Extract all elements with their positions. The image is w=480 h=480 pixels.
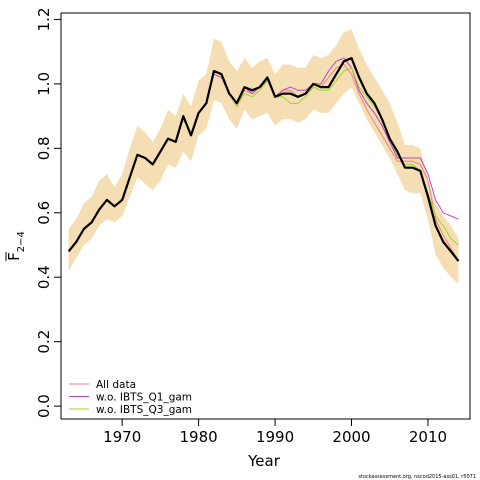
- legend-label: w.o. IBTS_Q3_gam: [96, 404, 192, 416]
- y-tick-label: 1.2: [35, 8, 53, 32]
- x-tick-label: 1970: [103, 428, 141, 446]
- x-axis-title: Year: [247, 452, 281, 470]
- y-tick-label: 0.8: [35, 136, 53, 160]
- x-tick-label: 2000: [332, 428, 370, 446]
- plot-frame: [60, 12, 471, 420]
- y-axis-title-subscript: 2−4: [16, 231, 27, 252]
- legend-label: All data: [96, 379, 136, 391]
- legend-label: w.o. IBTS_Q1_gam: [96, 392, 192, 404]
- y-tick-label: 0.2: [35, 330, 53, 354]
- x-axis: 1970 1980 1990 2000 2010: [103, 419, 447, 446]
- series-line-estimate: [67, 56, 460, 262]
- y-tick-label: 1.0: [35, 72, 53, 96]
- y-axis-title-main: F: [5, 252, 23, 261]
- series-layer: [67, 56, 460, 262]
- y-tick-label: 0.4: [35, 265, 53, 289]
- y-axis-title: F2−4: [5, 231, 27, 261]
- footnote: stockassessment.org, nscod2015-ass01, r5…: [358, 474, 476, 480]
- x-tick-label: 1990: [256, 428, 294, 446]
- x-tick-label: 2010: [409, 428, 447, 446]
- svg-text:F2−4: F2−4: [5, 231, 27, 261]
- y-axis: 0.0 0.2 0.4 0.6 0.8 1.0 1.2: [35, 8, 61, 418]
- x-tick-label: 1980: [180, 428, 218, 446]
- y-tick-label: 0.0: [35, 394, 53, 418]
- y-tick-label: 0.6: [35, 201, 53, 225]
